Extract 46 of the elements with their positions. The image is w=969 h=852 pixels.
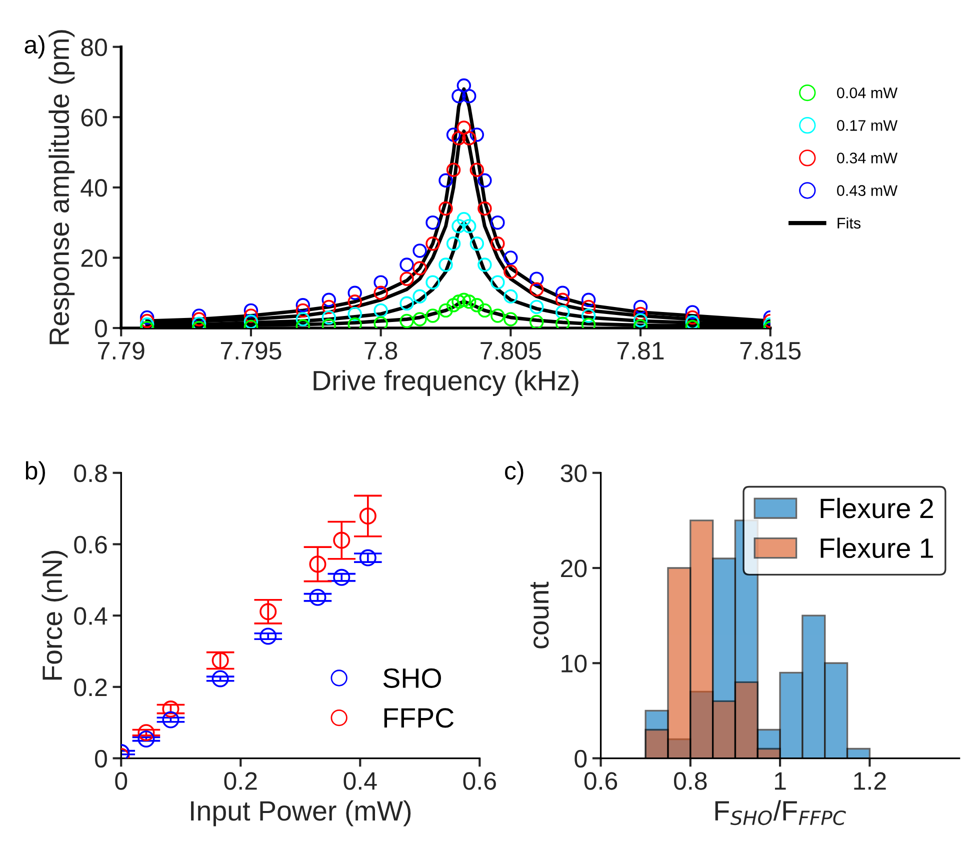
x-axis-title: F$_{SHO}$/F$_{FFPC}$ (715, 800, 846, 826)
y-tick-label: 0.4 (74, 607, 108, 625)
legend-label: 0.17 mW (837, 120, 898, 131)
x-tick-label: 7.815 (740, 342, 801, 360)
x-tick-label: 7.795 (220, 342, 282, 360)
y-tick-label: 20 (81, 249, 107, 268)
y-tick-label: 60 (81, 108, 107, 126)
y-tick-label: 0 (574, 750, 587, 768)
y-tick-label: 0.8 (74, 464, 107, 482)
x-tick-label: 7.79 (98, 342, 144, 360)
x-tick-label: 0 (115, 772, 128, 790)
text: b) (26, 461, 45, 484)
y-tick-label: 40 (80, 179, 107, 197)
y-tick-label: 0.2 (74, 678, 107, 696)
x-tick-label: 0.4 (344, 772, 377, 790)
x-tick-label: 0.6 (463, 772, 496, 790)
x-tick-label: 0.8 (674, 772, 707, 790)
x-axis-title: Drive frequency (kHz) (314, 370, 578, 396)
legend-label: 0.04 mW (837, 87, 898, 98)
legend-label: Flexure 1 (820, 538, 933, 558)
x-tick-label: 1 (775, 772, 786, 790)
y-tick-label: 10 (562, 654, 587, 672)
y-tick-label: 20 (561, 560, 587, 578)
legend-label: SHO (383, 668, 441, 688)
x-tick-label: 7.805 (480, 342, 541, 360)
text: c) (505, 461, 524, 484)
x-tick-label: 1.2 (854, 772, 886, 790)
legend-label: FFPC (384, 708, 454, 728)
x-tick-label: 7.81 (617, 342, 664, 360)
y-tick-label: 30 (560, 464, 587, 482)
y-tick-label: 80 (81, 38, 107, 56)
legend-label: 0.43 mW (837, 185, 898, 196)
x-axis-title: Input Power (mW) (191, 800, 411, 826)
legend-label: Fits (838, 217, 860, 229)
x-tick-label: 0.2 (224, 772, 257, 790)
text: a) (24, 35, 44, 58)
x-tick-label: 7.8 (364, 342, 398, 360)
y-tick-label: 0.6 (74, 536, 107, 554)
x-tick-label: 0.6 (584, 772, 618, 790)
y-axis-title: Force (nN) (42, 550, 68, 680)
y-axis-title: Response amplitude (pm) (48, 30, 75, 344)
y-tick-label: 0 (95, 320, 107, 338)
y-axis-title: count (530, 582, 549, 648)
legend-label: Flexure 2 (820, 498, 933, 518)
y-tick-label: 0 (95, 750, 107, 768)
legend-label: 0.34 mW (837, 152, 898, 164)
